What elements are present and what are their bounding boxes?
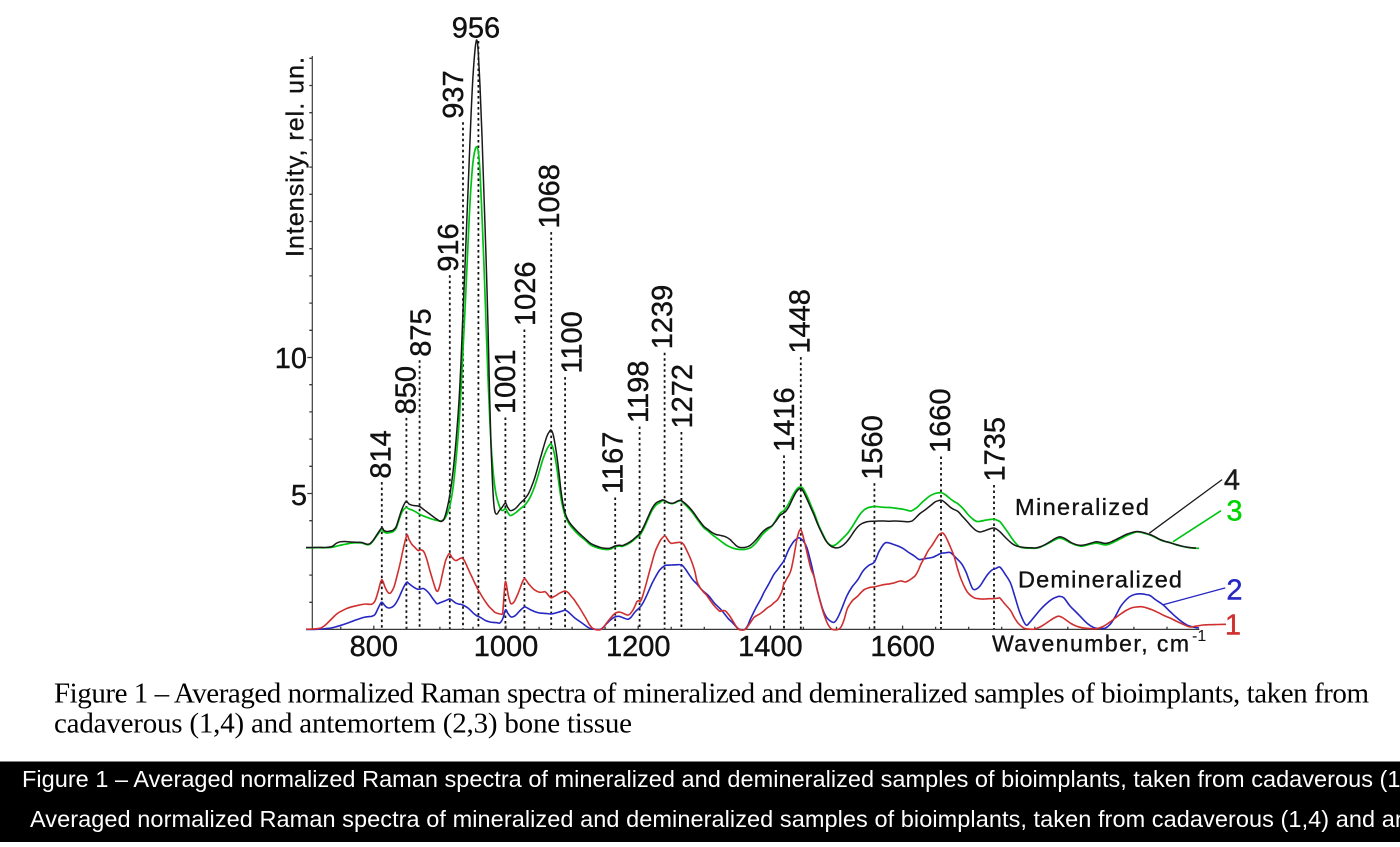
svg-text:10: 10 bbox=[275, 343, 307, 375]
svg-text:4: 4 bbox=[1224, 465, 1240, 497]
svg-text:1100: 1100 bbox=[556, 311, 588, 373]
svg-text:875: 875 bbox=[405, 308, 437, 356]
svg-text:5: 5 bbox=[291, 480, 307, 512]
svg-text:Wavenumber, cm: Wavenumber, cm bbox=[992, 631, 1189, 657]
svg-text:1560: 1560 bbox=[857, 415, 889, 480]
svg-text:1167: 1167 bbox=[597, 432, 629, 494]
svg-text:1400: 1400 bbox=[738, 631, 803, 663]
svg-text:Demineralized: Demineralized bbox=[1018, 567, 1182, 593]
svg-text:Figure 1 – Averaged normalized: Figure 1 – Averaged normalized Raman spe… bbox=[22, 766, 1400, 792]
svg-text:3: 3 bbox=[1226, 496, 1242, 528]
svg-text:1735: 1735 bbox=[979, 417, 1011, 482]
svg-text:Figure 1 – Averaged normalized: Figure 1 – Averaged normalized Raman spe… bbox=[54, 678, 1369, 710]
svg-text:2: 2 bbox=[1226, 575, 1242, 607]
svg-text:1600: 1600 bbox=[870, 631, 935, 663]
svg-text:800: 800 bbox=[350, 631, 398, 663]
svg-text:956: 956 bbox=[452, 13, 500, 45]
svg-text:1272: 1272 bbox=[667, 364, 699, 429]
svg-text:937: 937 bbox=[438, 70, 470, 118]
svg-text:1200: 1200 bbox=[606, 631, 671, 663]
svg-text:814: 814 bbox=[365, 430, 397, 478]
svg-text:916: 916 bbox=[433, 223, 465, 271]
svg-text:cadaverous (1,4) and antemorte: cadaverous (1,4) and antemortem (2,3) bo… bbox=[54, 708, 632, 740]
svg-text:850: 850 bbox=[390, 366, 422, 414]
svg-text:Mineralized: Mineralized bbox=[1015, 494, 1149, 520]
svg-text:1001: 1001 bbox=[490, 349, 522, 414]
svg-text:Intensity, rel. un.: Intensity, rel. un. bbox=[282, 57, 310, 257]
svg-text:1448: 1448 bbox=[784, 289, 816, 354]
svg-text:1198: 1198 bbox=[623, 361, 655, 423]
svg-text:1068: 1068 bbox=[534, 164, 566, 229]
svg-text:Averaged normalized Raman spec: Averaged normalized Raman spectra of min… bbox=[30, 806, 1400, 832]
svg-text:1000: 1000 bbox=[474, 631, 539, 663]
svg-text:-1: -1 bbox=[1192, 628, 1206, 645]
svg-text:1026: 1026 bbox=[510, 261, 542, 326]
svg-text:1416: 1416 bbox=[769, 387, 801, 452]
svg-text:1239: 1239 bbox=[647, 285, 679, 350]
svg-text:1: 1 bbox=[1225, 610, 1241, 642]
svg-text:1660: 1660 bbox=[925, 388, 957, 453]
